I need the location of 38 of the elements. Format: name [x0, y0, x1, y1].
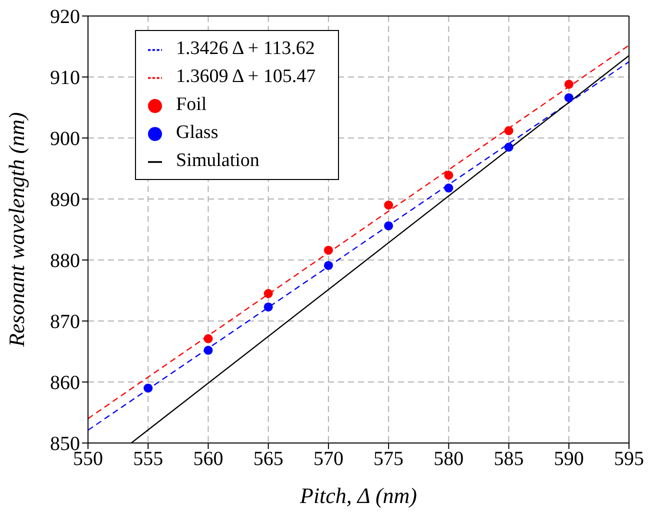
x-tick-label: 555: [133, 448, 164, 470]
point: [144, 384, 153, 393]
point: [444, 184, 454, 193]
x-tick-label: 575: [374, 448, 404, 470]
y-tick-label: 870: [50, 311, 80, 334]
point: [204, 346, 213, 355]
point: [564, 93, 574, 102]
point: [444, 170, 454, 180]
point: [324, 246, 333, 255]
point: [384, 221, 394, 230]
point: [324, 260, 333, 270]
y-tick-label: 920: [50, 6, 80, 28]
x-tick-label: 595: [614, 448, 644, 470]
legend-label: 1.3609 Δ + 105.47: [176, 66, 316, 87]
y-tick-label: 890: [50, 189, 80, 212]
point: [504, 126, 514, 136]
point: [504, 142, 514, 152]
legend-label: Simulation: [176, 150, 260, 171]
x-tick-label: 560: [193, 448, 224, 470]
y-tick-label: 900: [50, 128, 80, 150]
x-tick-label: 565: [253, 448, 284, 470]
x-tick-label: 570: [313, 448, 344, 470]
legend-label: 1.3426 Δ + 113.62: [176, 38, 315, 59]
point: [204, 334, 213, 344]
x-tick-label: 585: [494, 448, 524, 470]
point: [264, 289, 273, 298]
y-tick-label: 910: [50, 67, 80, 90]
x-axis-title: Pitch, Δ (nm): [299, 483, 417, 508]
point: [264, 302, 273, 312]
x-tick-label: 590: [554, 448, 584, 470]
legend-label: Glass: [176, 122, 218, 143]
y-tick-label: 880: [50, 250, 80, 272]
y-axis-title: Resonant wavelength (nm): [4, 112, 29, 348]
point: [564, 80, 574, 89]
y-tick-label: 860: [50, 372, 80, 394]
legend-label: Foil: [176, 94, 207, 115]
point: [384, 200, 394, 210]
x-tick-label: 580: [434, 448, 464, 470]
